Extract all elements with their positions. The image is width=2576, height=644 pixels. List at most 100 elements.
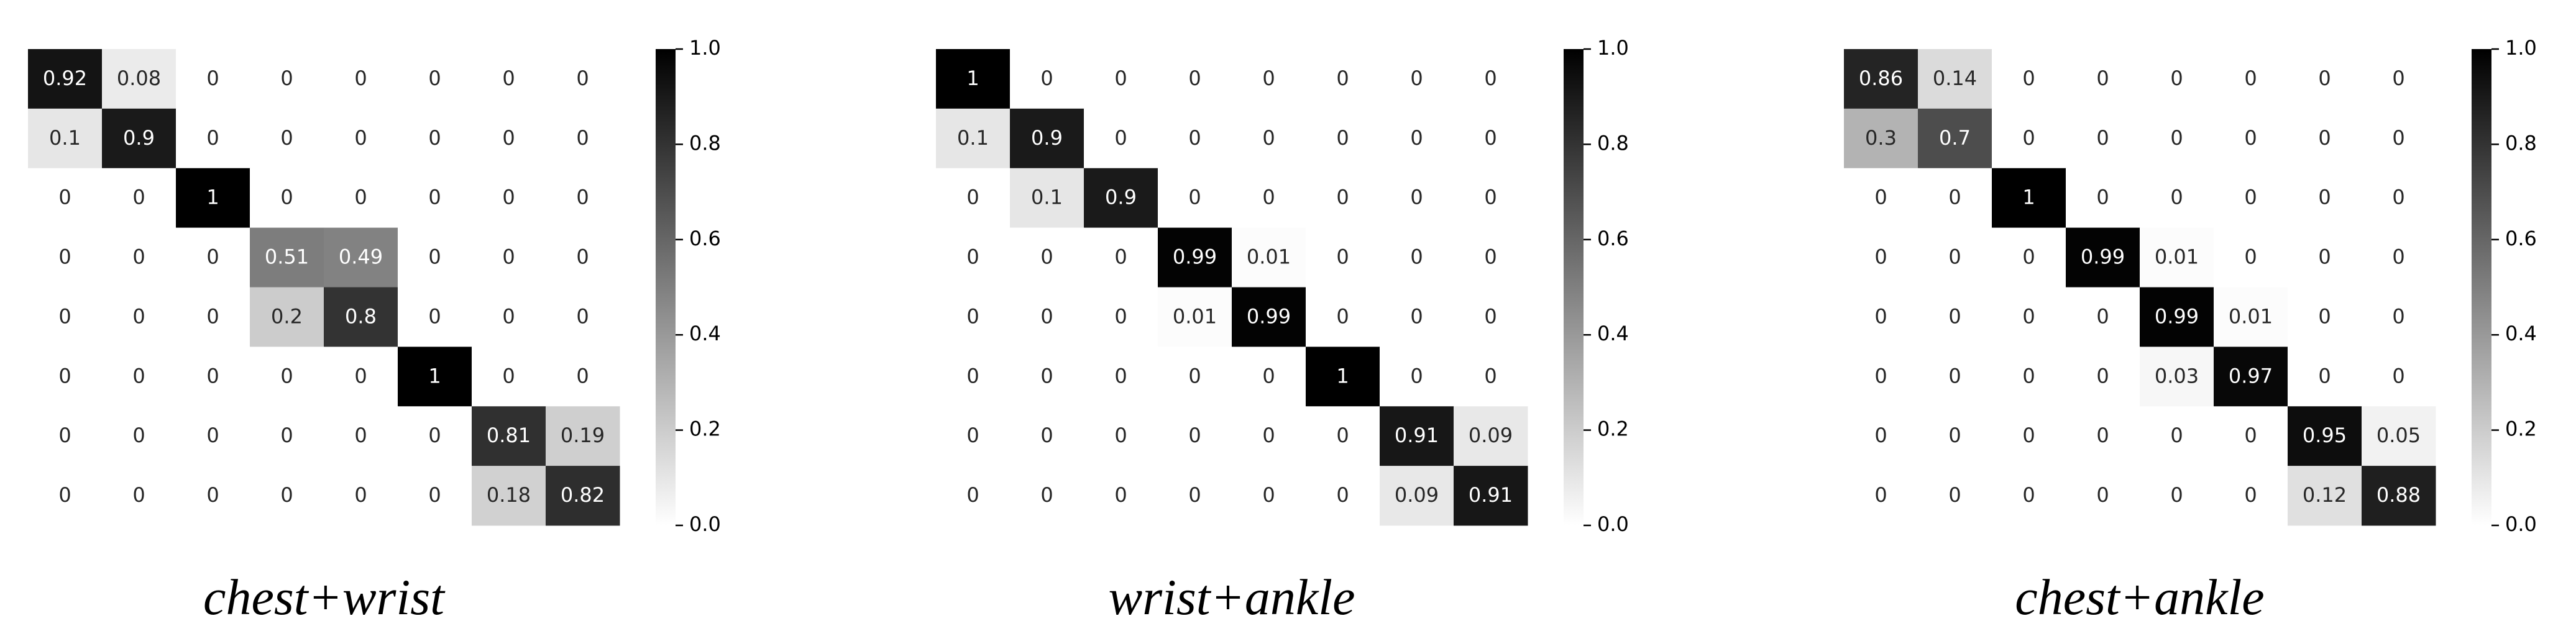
cell-label: 1 [2022, 186, 2035, 209]
cell-label: 0 [2318, 245, 2331, 269]
cell-label: 0.1 [957, 126, 989, 150]
heatmap-cell [1918, 287, 1992, 347]
heatmap-cell [1844, 287, 1918, 347]
cell-label: 0 [1874, 424, 1887, 447]
colorbar-tick-label: 0.2 [689, 417, 721, 441]
heatmap-cell [1010, 49, 1084, 109]
cell-label: 0.01 [2229, 304, 2273, 328]
cell-label: 0 [966, 424, 979, 447]
heatmap-cell [250, 287, 324, 347]
heatmap-cell [1084, 466, 1158, 526]
cell-label: 0 [280, 364, 293, 388]
heatmap-cell [398, 49, 472, 109]
cell-label: 0 [280, 186, 293, 209]
heatmap-cell [1232, 406, 1306, 466]
heatmap-cell [2214, 108, 2288, 169]
cell-label: 0 [354, 186, 367, 209]
heatmap-cell [28, 108, 103, 169]
heatmap-cell [1380, 466, 1454, 526]
heatmap-cell [2066, 227, 2140, 288]
heatmap-cell [1992, 49, 2066, 109]
heatmap-cell [176, 466, 250, 526]
heatmap-cell [1158, 227, 1232, 288]
heatmap-cell [546, 466, 620, 526]
cell-label: 0 [1948, 483, 1961, 507]
cell-label: 0 [2022, 66, 2035, 90]
heatmap-cell [1306, 108, 1380, 169]
cell-label: 0.91 [1469, 483, 1513, 507]
cell-label: 0 [1114, 245, 1127, 269]
cell-label: 0 [354, 483, 367, 507]
heatmap-cell [1084, 227, 1158, 288]
cell-label: 0 [1948, 424, 1961, 447]
heatmap-cell [1454, 287, 1528, 347]
cell-label: 0 [1948, 245, 1961, 269]
heatmap-cell [102, 227, 176, 288]
heatmap-cell [1232, 466, 1306, 526]
cell-label: 0 [58, 364, 71, 388]
cell-label: 0 [1114, 424, 1127, 447]
cell-label: 0 [1336, 424, 1349, 447]
heatmap-panel: 0.92 0.08 0 0 0 0 0 0 0.1 0.9 0 0 0 0 0 0 0 0 1 0 0 0 0 0 0 0 0 0.5… [28, 36, 721, 625]
cell-label: 0.86 [1859, 66, 1903, 90]
heatmap-cell [936, 227, 1011, 288]
heatmap-cell [546, 227, 620, 288]
heatmap-cell [472, 227, 546, 288]
colorbar-tick-label: 0.8 [2505, 131, 2537, 155]
cell-label: 0 [428, 245, 441, 269]
colorbar-tick-label: 1.0 [689, 36, 721, 60]
heatmap-cell [1232, 108, 1306, 169]
heatmap-cell [1084, 406, 1158, 466]
heatmap-cell [936, 108, 1011, 169]
cell-label: 0.19 [561, 424, 605, 447]
cell-label: 0 [2392, 364, 2404, 388]
cell-label: 0 [2170, 186, 2183, 209]
cell-label: 0 [966, 364, 979, 388]
cell-label: 0.05 [2377, 424, 2421, 447]
heatmap-cell [2066, 49, 2140, 109]
cell-label: 0 [1262, 424, 1275, 447]
colorbar-tick-label: 0.0 [1597, 512, 1629, 536]
cell-label: 0 [132, 483, 145, 507]
heatmap-cell [546, 108, 620, 169]
heatmap-cell [936, 406, 1011, 466]
heatmap-cell [2140, 108, 2214, 169]
cell-label: 0 [1040, 364, 1053, 388]
cell-label: 0 [354, 364, 367, 388]
heatmap-cell [1992, 406, 2066, 466]
heatmap-cell [936, 49, 1011, 109]
cell-label: 0 [58, 186, 71, 209]
heatmap-cell [176, 287, 250, 347]
heatmap-cell [1010, 466, 1084, 526]
cell-label: 0.91 [1395, 424, 1439, 447]
cell-label: 0 [132, 424, 145, 447]
heatmap-cell [1380, 347, 1454, 407]
heatmap-cell [324, 49, 398, 109]
cell-label: 1 [966, 66, 979, 90]
colorbar-tick-label: 0.6 [1597, 227, 1629, 250]
heatmap-cell [2288, 168, 2362, 229]
cell-label: 0 [1114, 364, 1127, 388]
cell-label: 0 [1410, 364, 1423, 388]
cell-label: 0 [1336, 66, 1349, 90]
cell-label: 0.12 [2303, 483, 2347, 507]
heatmap-cell [472, 466, 546, 526]
heatmap-cell [1992, 227, 2066, 288]
cell-label: 0 [354, 66, 367, 90]
heatmap-cell [2214, 49, 2288, 109]
cell-label: 0.1 [1031, 186, 1063, 209]
heatmap-cell [176, 347, 250, 407]
cell-label: 1 [1336, 364, 1349, 388]
heatmap-cell [2066, 168, 2140, 229]
heatmap-cell [1454, 466, 1528, 526]
cell-label: 0 [1114, 304, 1127, 328]
cell-label: 0.95 [2303, 424, 2347, 447]
heatmap-cell [2288, 466, 2362, 526]
heatmap-cell [1844, 406, 1918, 466]
heatmap-cell [2362, 287, 2436, 347]
cell-label: 0 [1040, 66, 1053, 90]
heatmap-cell [2214, 287, 2288, 347]
heatmap-cell [398, 466, 472, 526]
cell-label: 0 [1410, 186, 1423, 209]
heatmap-cell [472, 347, 546, 407]
